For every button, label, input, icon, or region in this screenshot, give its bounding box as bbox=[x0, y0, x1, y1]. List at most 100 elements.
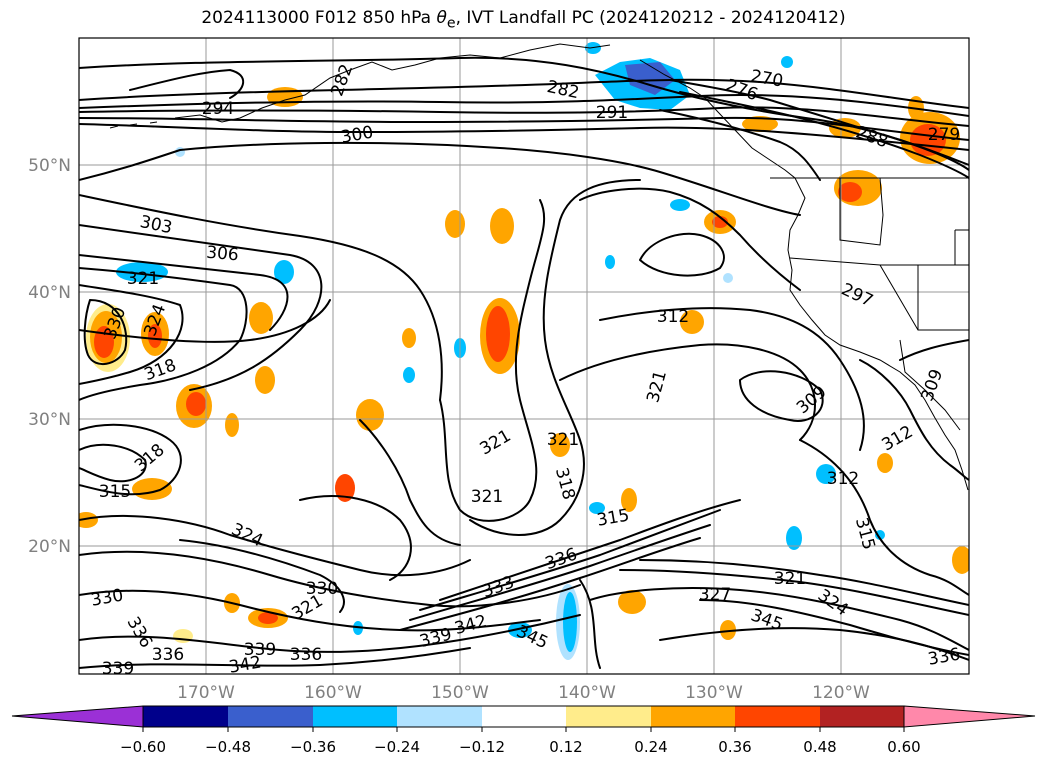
lon-label-150w: 150°W bbox=[431, 683, 489, 703]
colorbar-swatch bbox=[397, 706, 482, 727]
map-frame bbox=[78, 37, 970, 675]
theta-e-contours bbox=[79, 56, 969, 669]
contour-label: 321 bbox=[547, 430, 579, 450]
shade-positive bbox=[356, 399, 384, 431]
shade-positive bbox=[132, 478, 172, 500]
contour-line bbox=[299, 495, 412, 581]
lon-label-120w: 120°W bbox=[812, 683, 870, 703]
contour-line bbox=[619, 569, 969, 616]
colorbar-swatch bbox=[651, 706, 735, 727]
contour-line bbox=[409, 524, 711, 621]
colorbar-outline bbox=[142, 705, 905, 728]
contour-line bbox=[129, 69, 245, 99]
contour-line bbox=[79, 589, 541, 632]
contour-line bbox=[799, 439, 969, 596]
contour-line bbox=[559, 343, 816, 441]
colorbar-swatch bbox=[566, 706, 651, 727]
contour-line bbox=[79, 515, 471, 577]
contour-line bbox=[639, 559, 969, 606]
shade-positive bbox=[486, 306, 510, 362]
contour-line bbox=[79, 299, 331, 343]
contour-line bbox=[79, 106, 969, 127]
colorbar-tick-label: −0.12 bbox=[459, 738, 505, 756]
shade-positive bbox=[550, 433, 570, 457]
contour-line bbox=[679, 91, 969, 179]
shade-negative bbox=[116, 262, 168, 282]
colorbar-extend-low bbox=[11, 705, 144, 728]
ivt-shading bbox=[79, 42, 969, 660]
positive-shading bbox=[79, 87, 969, 643]
lat-label-40n: 40°N bbox=[28, 283, 71, 303]
colorbar-swatch bbox=[228, 706, 313, 727]
shade-positive bbox=[186, 392, 206, 416]
colorbar-swatch bbox=[482, 706, 566, 727]
shade-negative bbox=[563, 592, 577, 652]
lat-label-30n: 30°N bbox=[28, 410, 71, 430]
shade-positive bbox=[838, 182, 862, 202]
contour-line bbox=[439, 199, 546, 522]
shade-positive bbox=[877, 453, 893, 473]
contour-label: 312 bbox=[657, 307, 689, 327]
lon-label-170w: 170°W bbox=[177, 683, 235, 703]
contour-label: 330 bbox=[306, 579, 338, 599]
contour-line bbox=[79, 93, 969, 117]
shade-positive bbox=[618, 590, 646, 614]
contour-line bbox=[79, 123, 969, 151]
colorbar-tick-label: −0.48 bbox=[205, 738, 251, 756]
contour-line bbox=[79, 254, 289, 331]
graticule bbox=[79, 38, 969, 674]
map-title: 2024113000 F012 850 hPa θe, IVT Landfall… bbox=[201, 8, 846, 32]
lat-label-20n: 20°N bbox=[28, 537, 71, 557]
contour-line bbox=[79, 141, 801, 216]
contour-label: 342 bbox=[227, 652, 262, 677]
latitude-axis: 50°N 40°N 30°N 20°N bbox=[28, 156, 71, 557]
shade-positive bbox=[680, 310, 704, 334]
shade-negative bbox=[781, 56, 793, 68]
contour-label: 315 bbox=[99, 482, 131, 502]
contour-label: 291 bbox=[596, 103, 628, 123]
contour-line bbox=[699, 599, 969, 656]
colorbar-swatch bbox=[820, 706, 904, 727]
negative-shading bbox=[116, 42, 885, 660]
contour-line bbox=[899, 339, 969, 361]
contour-line bbox=[179, 539, 345, 613]
shade-positive bbox=[258, 612, 278, 624]
shade-negative bbox=[589, 502, 605, 514]
shade-negative bbox=[875, 530, 885, 540]
shade-positive bbox=[621, 488, 637, 512]
shade-negative bbox=[403, 367, 415, 383]
shade-positive bbox=[249, 302, 273, 334]
colorbar-tick-label: −0.36 bbox=[290, 738, 336, 756]
contour-line bbox=[79, 423, 182, 496]
contour-label: 306 bbox=[205, 243, 239, 266]
contour-line bbox=[79, 284, 184, 385]
contour-line bbox=[639, 232, 725, 277]
contour-line bbox=[79, 614, 581, 653]
shade-negative bbox=[723, 273, 733, 283]
shade-negative bbox=[816, 464, 836, 484]
contour-line bbox=[599, 307, 865, 451]
contour-line bbox=[79, 194, 443, 401]
shade-positive bbox=[225, 413, 239, 437]
lon-label-130w: 130°W bbox=[685, 683, 743, 703]
contour-label: 321 bbox=[127, 269, 159, 289]
colorbar-extend-high bbox=[903, 705, 1036, 728]
shade-negative bbox=[670, 199, 690, 211]
shade-negative bbox=[625, 62, 675, 95]
contour-line bbox=[79, 224, 323, 391]
shade-negative bbox=[786, 526, 802, 550]
shade-positive bbox=[712, 216, 728, 228]
shade-positive bbox=[910, 124, 946, 156]
contour-line bbox=[739, 370, 824, 422]
lon-label-160w: 160°W bbox=[304, 683, 362, 703]
contour-line bbox=[859, 359, 969, 481]
baja-coast bbox=[899, 339, 961, 431]
shade-positive bbox=[445, 210, 465, 238]
lat-label-50n: 50°N bbox=[28, 156, 71, 176]
contour-label: 339 bbox=[244, 640, 276, 660]
contour-label: 339 bbox=[102, 659, 134, 679]
colorbar-tick-label: −0.24 bbox=[374, 738, 420, 756]
contour-line bbox=[579, 187, 801, 291]
shade-negative bbox=[508, 622, 532, 638]
contour-label: 336 bbox=[152, 645, 184, 665]
